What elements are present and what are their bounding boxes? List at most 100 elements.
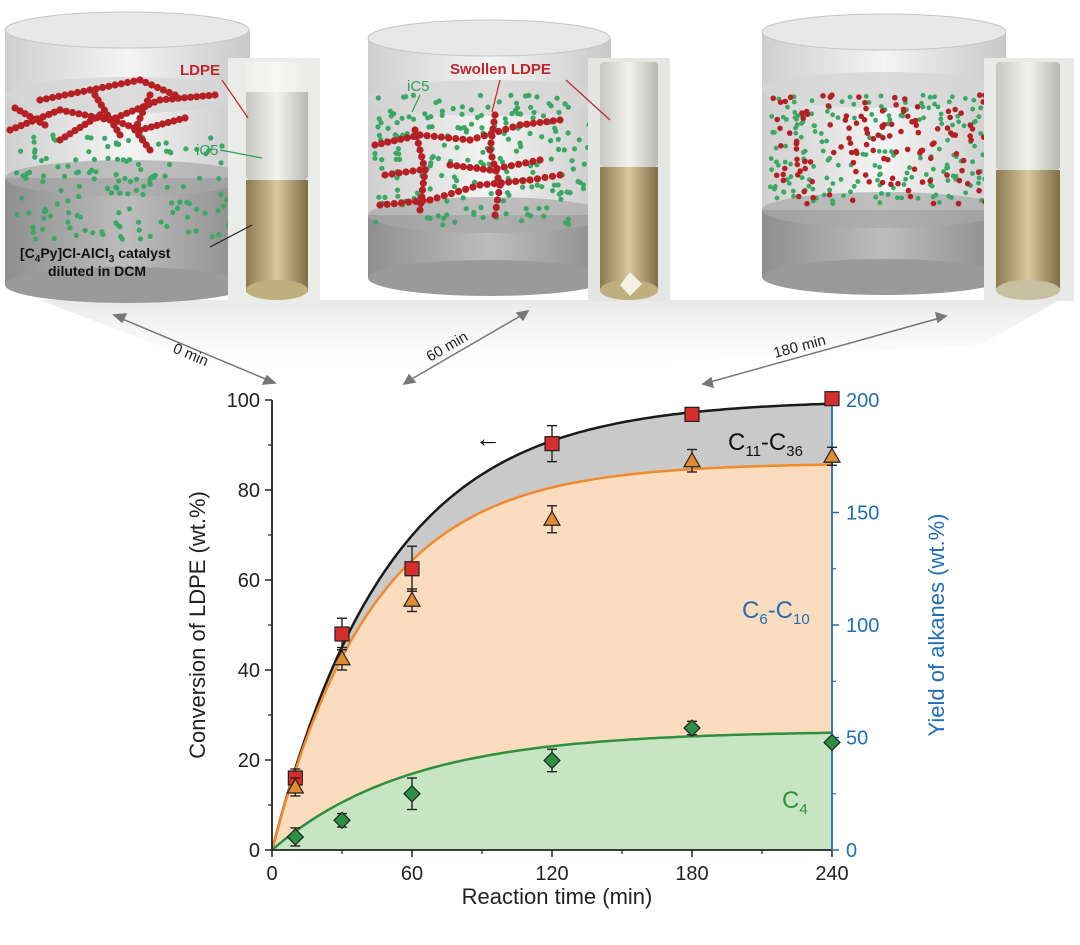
ldpe-bead (778, 143, 784, 149)
ic5-bead (531, 110, 536, 115)
ic5-bead (221, 204, 226, 209)
ic5-bead (830, 181, 835, 186)
ic5-bead (848, 189, 853, 194)
ic5-bead (879, 191, 884, 196)
ic5-bead (444, 199, 449, 204)
ldpe-bead (99, 84, 106, 91)
ic5-bead (827, 156, 832, 161)
ic5-bead (168, 150, 173, 155)
ic5-bead (114, 142, 119, 147)
ic5-bead (902, 182, 907, 187)
ldpe-bead (417, 200, 424, 207)
ldpe-bead (826, 103, 832, 109)
ic5-bead (105, 186, 110, 191)
ldpe-bead (809, 179, 815, 185)
ldpe-bead (181, 94, 188, 101)
ic5-bead (498, 156, 503, 161)
ic5-bead (937, 200, 942, 205)
ldpe-bead (205, 92, 212, 99)
ic5-bead (518, 144, 523, 149)
ldpe-bead (854, 151, 860, 157)
ic5-bead (115, 157, 120, 162)
ldpe-bead (846, 136, 852, 142)
ic5-bead (569, 158, 574, 163)
ldpe-bead (466, 164, 473, 171)
ic5-bead (386, 126, 391, 131)
ic5-bead (73, 157, 78, 162)
ldpe-bead (75, 110, 82, 117)
ic5-bead (819, 131, 824, 136)
ldpe-bead (976, 169, 982, 175)
ldpe-bead (420, 180, 427, 187)
ic5-bead (877, 149, 882, 154)
ldpe-bead (452, 135, 459, 142)
ldpe-bead (794, 157, 800, 163)
ic5-bead (422, 111, 427, 116)
ldpe-bead (494, 165, 501, 172)
ic5-bead (571, 166, 576, 171)
ic5-bead (576, 179, 581, 184)
ic5-bead (528, 213, 533, 218)
ldpe-bead (935, 126, 941, 132)
ic5-bead (878, 200, 883, 205)
ic5-bead (83, 228, 88, 233)
ic5-bead (439, 173, 444, 178)
ldpe-bead (460, 163, 467, 170)
ic5-bead (440, 222, 445, 227)
ic5-bead (148, 234, 153, 239)
ic5-bead (528, 105, 533, 110)
ic5-bead (883, 149, 888, 154)
ic5-bead (169, 200, 174, 205)
ldpe-bead (490, 118, 497, 125)
panel-180min (762, 14, 1074, 301)
ldpe-bead (796, 194, 802, 200)
ic5-bead (873, 118, 878, 123)
ldpe-bead (512, 178, 519, 185)
ic5-bead (74, 233, 79, 238)
ldpe-bead (774, 117, 780, 123)
ic5-bead (454, 178, 459, 183)
ldpe-bead (486, 146, 493, 153)
ic5-bead (769, 167, 774, 172)
ic5-bead (165, 185, 170, 190)
ldpe-bead (529, 158, 536, 165)
ic5-bead (544, 205, 549, 210)
ldpe-bead (424, 132, 431, 139)
ic5-bead (106, 156, 111, 161)
ic5-bead (905, 171, 910, 176)
ic5-bead (32, 147, 37, 152)
ic5-bead (962, 123, 967, 128)
ldpe-bead (947, 115, 953, 121)
ldpe-bead (453, 162, 460, 169)
ic5-bead (479, 125, 484, 130)
ic5-bead (886, 192, 891, 197)
ldpe-bead (426, 196, 433, 203)
ldpe-bead (41, 121, 48, 128)
ldpe-bead (491, 111, 498, 118)
y-axis-label: Conversion of LDPE (wt.%) (185, 491, 210, 759)
ldpe-bead (505, 179, 512, 186)
y2-tick-label: 150 (846, 503, 879, 525)
x-tick-label: 60 (401, 863, 423, 885)
ic5-bead (556, 182, 561, 187)
ic5-bead (776, 163, 781, 168)
ic5-bead (77, 184, 82, 189)
ic5-bead (39, 158, 44, 163)
ic5-bead (428, 163, 433, 168)
ic5-bead (469, 122, 474, 127)
ic5-bead (769, 114, 774, 119)
ic5-bead (469, 107, 474, 112)
ic5-bead (566, 216, 571, 221)
ldpe-bead (959, 168, 965, 174)
ldpe-bead (69, 109, 76, 116)
ic5-bead (136, 220, 141, 225)
ic5-bead (875, 178, 880, 183)
ic5-bead (831, 201, 836, 206)
ic5-bead (572, 146, 577, 151)
ic5-bead (976, 114, 981, 119)
ldpe-bead (416, 206, 423, 213)
ic5-bead (167, 162, 172, 167)
ic5-bead (58, 188, 63, 193)
ic5-bead (210, 234, 215, 239)
